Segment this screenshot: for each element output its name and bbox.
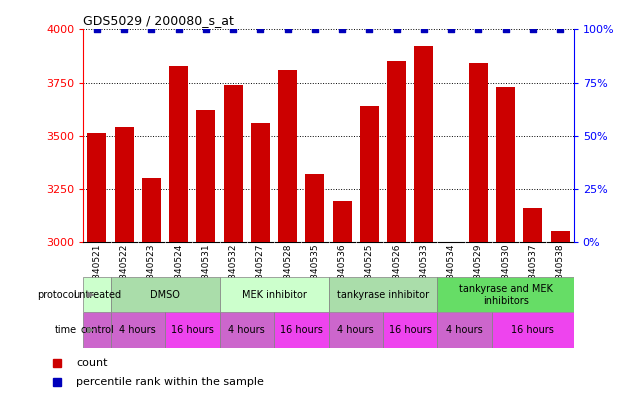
Bar <box>438 312 492 348</box>
Point <box>364 26 374 33</box>
Text: GSM1340529: GSM1340529 <box>474 243 483 304</box>
Text: tankyrase inhibitor: tankyrase inhibitor <box>337 290 429 300</box>
Point <box>392 26 402 33</box>
Text: GSM1340531: GSM1340531 <box>201 243 210 304</box>
Bar <box>360 106 379 242</box>
Bar <box>219 277 329 312</box>
Bar <box>196 110 215 242</box>
Point <box>528 26 538 33</box>
Text: GSM1340528: GSM1340528 <box>283 243 292 304</box>
Point <box>283 26 293 33</box>
Text: 4 hours: 4 hours <box>228 325 265 335</box>
Text: count: count <box>76 358 108 367</box>
Point <box>119 26 129 33</box>
Text: GSM1340538: GSM1340538 <box>556 243 565 304</box>
Text: GSM1340524: GSM1340524 <box>174 243 183 304</box>
Text: time: time <box>54 325 77 335</box>
Text: 16 hours: 16 hours <box>512 325 554 335</box>
Bar <box>333 201 352 242</box>
Bar <box>469 63 488 242</box>
Bar <box>169 66 188 242</box>
Text: GSM1340535: GSM1340535 <box>310 243 319 304</box>
Bar <box>329 277 438 312</box>
Point <box>92 26 102 33</box>
Text: tankyrase and MEK
inhibitors: tankyrase and MEK inhibitors <box>459 284 553 305</box>
Text: GSM1340525: GSM1340525 <box>365 243 374 304</box>
Point <box>310 26 320 33</box>
Text: 16 hours: 16 hours <box>389 325 431 335</box>
Text: GSM1340527: GSM1340527 <box>256 243 265 304</box>
Text: GSM1340523: GSM1340523 <box>147 243 156 304</box>
Text: GDS5029 / 200080_s_at: GDS5029 / 200080_s_at <box>83 14 234 27</box>
Text: 4 hours: 4 hours <box>119 325 156 335</box>
Bar <box>551 231 570 242</box>
Bar <box>496 87 515 242</box>
Bar <box>111 312 165 348</box>
Bar <box>438 277 574 312</box>
Text: GSM1340522: GSM1340522 <box>120 243 129 304</box>
Bar <box>165 312 219 348</box>
Bar <box>83 312 111 348</box>
Text: GSM1340521: GSM1340521 <box>92 243 101 304</box>
Bar <box>115 127 134 242</box>
Text: GSM1340526: GSM1340526 <box>392 243 401 304</box>
Bar <box>224 84 243 242</box>
Bar <box>523 208 542 242</box>
Point <box>228 26 238 33</box>
Text: percentile rank within the sample: percentile rank within the sample <box>76 377 264 387</box>
Bar <box>111 277 219 312</box>
Bar <box>274 312 329 348</box>
Point <box>501 26 511 33</box>
Bar <box>414 46 433 242</box>
Text: GSM1340536: GSM1340536 <box>338 243 347 304</box>
Bar <box>387 61 406 242</box>
Bar <box>278 70 297 242</box>
Bar <box>492 312 574 348</box>
Text: 16 hours: 16 hours <box>280 325 322 335</box>
Bar <box>219 312 274 348</box>
Point <box>337 26 347 33</box>
Text: protocol: protocol <box>37 290 77 300</box>
Bar <box>83 277 111 312</box>
Text: control: control <box>80 325 114 335</box>
Bar <box>305 174 324 242</box>
Bar <box>329 312 383 348</box>
Text: MEK inhibitor: MEK inhibitor <box>242 290 306 300</box>
Text: untreated: untreated <box>73 290 121 300</box>
Point <box>419 26 429 33</box>
Bar <box>383 312 438 348</box>
Text: GSM1340534: GSM1340534 <box>447 243 456 304</box>
Text: 4 hours: 4 hours <box>446 325 483 335</box>
Point <box>201 26 211 33</box>
Text: GSM1340533: GSM1340533 <box>419 243 428 304</box>
Text: 16 hours: 16 hours <box>171 325 213 335</box>
Text: GSM1340537: GSM1340537 <box>528 243 537 304</box>
Text: GSM1340530: GSM1340530 <box>501 243 510 304</box>
Point <box>255 26 265 33</box>
Text: DMSO: DMSO <box>150 290 180 300</box>
Bar <box>87 134 106 242</box>
Point <box>146 26 156 33</box>
Bar <box>142 178 161 242</box>
Text: 4 hours: 4 hours <box>337 325 374 335</box>
Text: GSM1340532: GSM1340532 <box>229 243 238 304</box>
Bar <box>251 123 270 242</box>
Point <box>446 26 456 33</box>
Point <box>555 26 565 33</box>
Point <box>473 26 483 33</box>
Point <box>174 26 184 33</box>
